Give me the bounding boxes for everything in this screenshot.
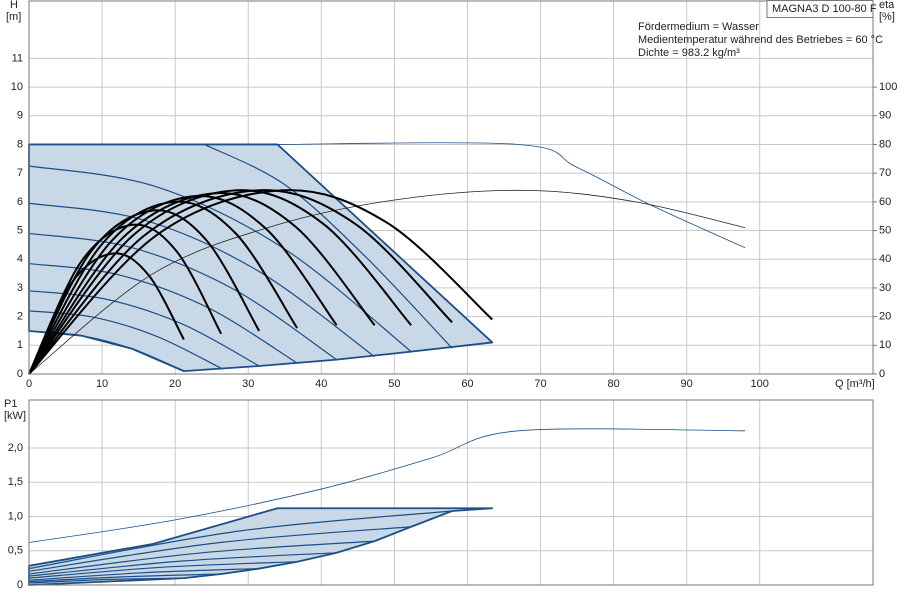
y2-tick-label: 80 <box>879 138 891 150</box>
y2-tick-label: 90 <box>879 110 891 122</box>
annotation: Fördermedium = Wasser <box>638 21 759 33</box>
x-tick-label: 90 <box>681 378 693 390</box>
y-axis-label: P1 <box>4 398 17 410</box>
y2-tick-label: 30 <box>879 282 891 294</box>
x-tick-label: 20 <box>169 378 181 390</box>
y2-tick-label: 70 <box>879 167 891 179</box>
x-tick-label: 40 <box>315 378 327 390</box>
y-axis-unit: [kW] <box>4 410 26 422</box>
y2-tick-label: 40 <box>879 253 891 265</box>
curve <box>28 428 746 543</box>
y2-tick-label: 50 <box>879 224 891 236</box>
curve <box>28 202 375 358</box>
curve <box>28 165 412 353</box>
curve <box>28 567 260 581</box>
curve <box>28 189 453 375</box>
y2-tick-label: 20 <box>879 311 891 323</box>
y-tick-label: 7 <box>17 167 23 179</box>
y2-tick-label: 10 <box>879 339 891 351</box>
curve <box>28 262 298 364</box>
annotation: Dichte = 983.2 kg/m³ <box>638 47 740 59</box>
curve <box>28 189 746 375</box>
annotation: Medientemperatur während des Betriebes =… <box>638 34 883 46</box>
y-tick-label: 1,5 <box>8 476 23 488</box>
curve <box>28 573 222 583</box>
curve <box>28 223 223 375</box>
x-axis-label: Q [m³/h] <box>835 378 875 390</box>
curve <box>277 142 746 249</box>
curve <box>28 200 299 375</box>
y-tick-label: 9 <box>17 110 23 122</box>
x-tick-label: 70 <box>534 378 546 390</box>
y-tick-label: 8 <box>17 138 23 150</box>
curve <box>28 577 184 584</box>
y-tick-label: 5 <box>17 224 23 236</box>
curve <box>28 561 298 579</box>
x-tick-label: 50 <box>388 378 400 390</box>
curve <box>28 189 412 375</box>
curve <box>28 189 493 375</box>
plot-frame <box>28 399 874 586</box>
y-tick-label: 2,0 <box>8 442 23 454</box>
y-tick-label: 0 <box>17 368 23 380</box>
y-tick-label: 0 <box>17 579 23 591</box>
curve <box>28 209 261 375</box>
curve <box>28 552 337 577</box>
operating-area <box>28 507 494 586</box>
y-tick-label: 3 <box>17 282 23 294</box>
curve <box>28 526 412 572</box>
y-tick-label: 4 <box>17 253 23 265</box>
x-tick-label: 80 <box>607 378 619 390</box>
x-tick-label: 0 <box>26 378 32 390</box>
y-tick-label: 1,0 <box>8 510 23 522</box>
y-tick-label: 6 <box>17 196 23 208</box>
curve <box>204 143 453 349</box>
y2-axis-unit: [%] <box>879 11 895 23</box>
y-tick-label: 11 <box>12 52 23 64</box>
x-tick-label: 10 <box>96 378 108 390</box>
y2-tick-label: 0 <box>879 368 885 380</box>
x-tick-label: 30 <box>242 378 254 390</box>
y-tick-label: 0,5 <box>8 545 23 557</box>
curve <box>28 540 375 575</box>
model-name: MAGNA3 D 100-80 F <box>772 3 877 15</box>
y-axis-label: H <box>10 0 18 11</box>
x-tick-label: 100 <box>751 378 769 390</box>
y-tick-label: 10 <box>11 81 23 93</box>
y2-tick-label: 100 <box>879 81 897 93</box>
y2-tick-label: 60 <box>879 196 891 208</box>
y2-axis-label: eta <box>879 0 895 11</box>
y-axis-unit: [m] <box>6 11 21 23</box>
y-tick-label: 1 <box>17 339 23 351</box>
plot-frame <box>28 0 874 375</box>
model-box <box>766 0 874 18</box>
y-tick-label: 2 <box>17 311 23 323</box>
x-tick-label: 60 <box>461 378 473 390</box>
curve <box>28 510 453 570</box>
